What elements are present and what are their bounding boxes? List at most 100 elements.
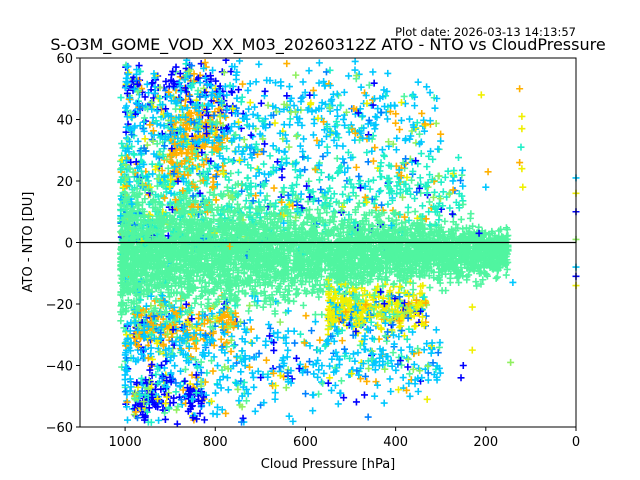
data-point: [339, 142, 347, 150]
data-point: [377, 325, 385, 333]
data-point: [315, 59, 323, 67]
data-point: [309, 131, 317, 139]
plot-date: Plot date: 2026-03-13 14:13:57: [395, 25, 576, 39]
data-point: [201, 59, 209, 67]
data-point: [479, 276, 487, 284]
data-point: [323, 209, 331, 217]
data-point: [418, 202, 426, 210]
data-point: [305, 211, 313, 219]
data-point: [381, 102, 389, 110]
data-point: [305, 177, 313, 185]
data-point: [368, 222, 376, 230]
data-point: [263, 76, 271, 84]
data-point: [378, 146, 386, 154]
data-point: [316, 176, 324, 184]
data-point: [430, 193, 438, 201]
data-point: [303, 182, 311, 190]
data-point: [301, 166, 309, 174]
data-point: [369, 157, 377, 165]
data-point: [356, 341, 364, 349]
data-point: [263, 192, 271, 200]
data-point: [503, 226, 511, 234]
data-point: [230, 208, 238, 216]
data-point: [318, 311, 326, 319]
data-point: [367, 318, 375, 326]
data-point: [117, 212, 125, 220]
data-point: [322, 68, 330, 76]
data-point: [459, 225, 467, 233]
data-point: [357, 184, 365, 192]
data-point: [368, 195, 376, 203]
data-point: [118, 202, 126, 210]
data-point: [122, 307, 130, 315]
data-point: [435, 216, 443, 224]
data-point: [345, 72, 353, 80]
data-point: [253, 302, 261, 310]
data-point: [477, 280, 485, 288]
data-point: [274, 158, 282, 166]
data-point: [417, 180, 425, 188]
data-point: [369, 132, 377, 140]
data-point: [406, 115, 414, 123]
data-point: [330, 190, 338, 198]
data-point: [226, 242, 234, 250]
data-point: [437, 137, 445, 145]
data-point: [385, 161, 393, 169]
data-point: [385, 214, 393, 222]
data-point: [334, 112, 342, 120]
data-point: [400, 92, 408, 100]
data-point: [286, 121, 294, 129]
data-point: [333, 90, 341, 98]
data-point: [416, 174, 424, 182]
data-point: [261, 87, 269, 95]
data-point: [238, 93, 246, 101]
data-point: [173, 219, 181, 227]
data-point: [369, 176, 377, 184]
data-point: [396, 125, 404, 133]
data-point: [223, 134, 231, 142]
data-point: [431, 104, 439, 112]
data-point: [144, 177, 152, 185]
data-point: [302, 290, 310, 298]
data-point: [458, 192, 466, 200]
data-point: [418, 109, 426, 117]
data-point: [352, 163, 360, 171]
data-point: [437, 178, 445, 186]
data-point: [423, 163, 431, 171]
data-point: [339, 203, 347, 211]
data-point: [351, 58, 359, 65]
data-point: [293, 181, 301, 189]
data-point: [277, 78, 285, 86]
data-point: [278, 155, 286, 163]
data-point: [236, 156, 244, 164]
data-point: [305, 67, 313, 75]
data-point: [210, 112, 218, 120]
data-point: [397, 346, 405, 354]
data-point: [318, 378, 326, 386]
data-point: [414, 78, 422, 86]
data-point: [312, 281, 320, 289]
data-point: [172, 63, 180, 71]
data-point: [291, 166, 299, 174]
data-point: [166, 92, 174, 100]
data-point: [267, 301, 275, 309]
data-point: [363, 148, 371, 156]
data-point: [441, 173, 449, 181]
data-point: [154, 175, 162, 183]
data-point: [432, 365, 440, 373]
chart-title: S-O3M_GOME_VOD_XX_M03_20260312Z ATO - NT…: [50, 35, 605, 55]
data-point: [411, 102, 419, 110]
data-point: [264, 101, 272, 109]
data-point: [149, 197, 157, 205]
data-point: [286, 83, 294, 91]
data-point: [377, 187, 385, 195]
data-point: [355, 172, 363, 180]
data-point: [384, 200, 392, 208]
data-point: [317, 185, 325, 193]
data-point: [283, 353, 291, 361]
data-point: [299, 301, 307, 309]
data-point: [281, 148, 289, 156]
data-point: [391, 102, 399, 110]
data-point: [473, 282, 481, 290]
data-point: [344, 164, 352, 172]
